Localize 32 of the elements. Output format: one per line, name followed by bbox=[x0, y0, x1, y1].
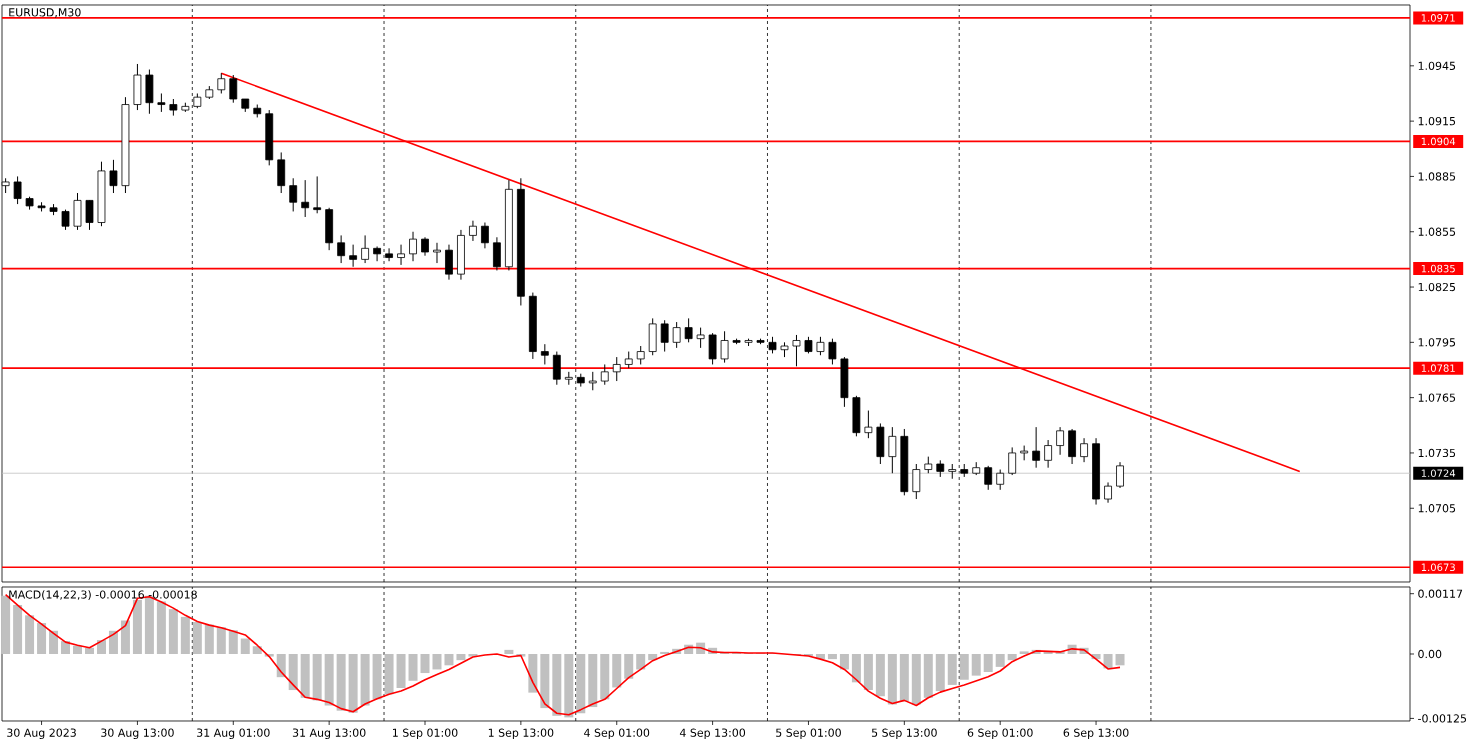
x-tick-label: 31 Aug 13:00 bbox=[292, 728, 366, 739]
y-tick-label: 1.0795 bbox=[1418, 338, 1456, 347]
ref-line-label: 1.0971 bbox=[1421, 14, 1455, 22]
x-tick-label: 4 Sep 13:00 bbox=[679, 728, 746, 739]
y-tick-label: 1.0735 bbox=[1418, 448, 1456, 458]
ref-line-label: 1.0835 bbox=[1421, 264, 1455, 273]
chart-title: EURUSD,M30 bbox=[9, 8, 81, 18]
y-tick-label: 1.0945 bbox=[1418, 61, 1456, 70]
ref-line-label: 1.0781 bbox=[1421, 364, 1455, 372]
x-tick-label: 5 Sep 13:00 bbox=[871, 728, 937, 739]
y-tick-label: 0.00 bbox=[1418, 649, 1442, 659]
ref-line-label: 1.0904 bbox=[1421, 137, 1456, 146]
x-tick-label: 30 Aug 13:00 bbox=[101, 728, 174, 739]
y-tick-label: 1.0915 bbox=[1418, 116, 1456, 126]
x-tick-label: 1 Sep 01:00 bbox=[393, 728, 458, 739]
ref-line-label: 1.0673 bbox=[1421, 563, 1455, 572]
y-tick-label: 1.0885 bbox=[1418, 172, 1456, 181]
y-tick-label: 1.0765 bbox=[1418, 393, 1456, 402]
x-tick-label: 5 Sep 01:00 bbox=[776, 728, 841, 739]
x-tick-label: 6 Sep 01:00 bbox=[967, 728, 1033, 739]
y-tick-label: 1.0855 bbox=[1418, 227, 1456, 236]
y-tick-label: -0.00125 bbox=[1418, 714, 1467, 723]
y-tick-label: 1.0705 bbox=[1418, 504, 1456, 513]
y-tick-label: 1.0825 bbox=[1418, 282, 1456, 292]
x-tick-label: 31 Aug 01:00 bbox=[197, 728, 270, 739]
chart-title: MACD(14,22,3) -0.00016 -0.00018 bbox=[9, 590, 197, 600]
x-tick-label: 1 Sep 13:00 bbox=[488, 728, 554, 739]
x-tick-label: 30 Aug 2023 bbox=[7, 728, 76, 739]
x-tick-label: 6 Sep 13:00 bbox=[1063, 728, 1129, 739]
ref-line-label: 1.0724 bbox=[1421, 469, 1456, 478]
x-tick-label: 4 Sep 01:00 bbox=[584, 728, 650, 739]
y-tick-label: 0.00117 bbox=[1418, 589, 1463, 598]
